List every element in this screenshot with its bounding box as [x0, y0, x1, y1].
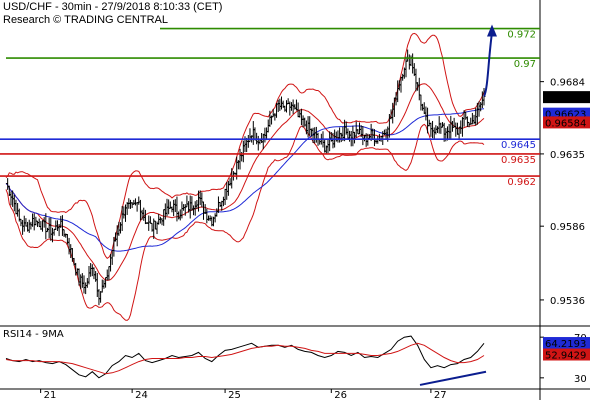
rsi-badge-bg	[543, 348, 590, 361]
rsi-series-rsi14	[5, 335, 485, 379]
rsi-title: RSI14 - 9MA	[3, 329, 64, 340]
price-badge-bg	[543, 116, 590, 129]
price-tick-label: 0.9684	[550, 78, 585, 89]
bollinger-upper	[5, 32, 485, 259]
time-tick-label: 25	[228, 390, 241, 400]
price-tick-label: 0.9536	[550, 296, 585, 307]
price-badge: 0.96735	[545, 93, 586, 104]
rsi-trendline	[419, 370, 487, 386]
time-tick-label: 24	[135, 390, 148, 400]
chart-title: USD/CHF - 30min - 27/9/2018 8:10:33 (CET…	[3, 1, 223, 13]
bollinger-mid	[5, 83, 485, 281]
level-label: 0.9645	[501, 140, 536, 151]
chart-subtitle: Research © TRADING CENTRAL	[3, 14, 168, 26]
price-tick-label: 0.9635	[550, 150, 585, 161]
rsi-badge: 52.9429	[545, 351, 586, 362]
rsi-tick-label: 30	[574, 374, 587, 385]
rsi-badge-bg	[543, 337, 590, 350]
projection-arrow	[483, 32, 493, 97]
bollinger-lower	[5, 123, 485, 321]
moving-average	[5, 108, 485, 252]
price-badge-bg	[543, 91, 590, 104]
level-label: 0.972	[507, 30, 536, 41]
level-label: 0.9635	[501, 155, 536, 166]
time-tick-label: 21	[44, 390, 57, 400]
rsi-badge: 64.2193	[545, 339, 586, 350]
level-label: 0.962	[507, 177, 536, 188]
price-badge: 0.96623	[545, 110, 586, 121]
time-tick-label: 26	[334, 390, 347, 400]
time-tick-label: 27	[434, 390, 447, 400]
level-label: 0.97	[514, 59, 536, 70]
rsi-series-9ma	[5, 342, 485, 375]
price-tick-label: 0.9586	[550, 222, 585, 233]
projection-arrow-head	[487, 24, 497, 37]
price-badge: 0.96584	[545, 118, 586, 129]
